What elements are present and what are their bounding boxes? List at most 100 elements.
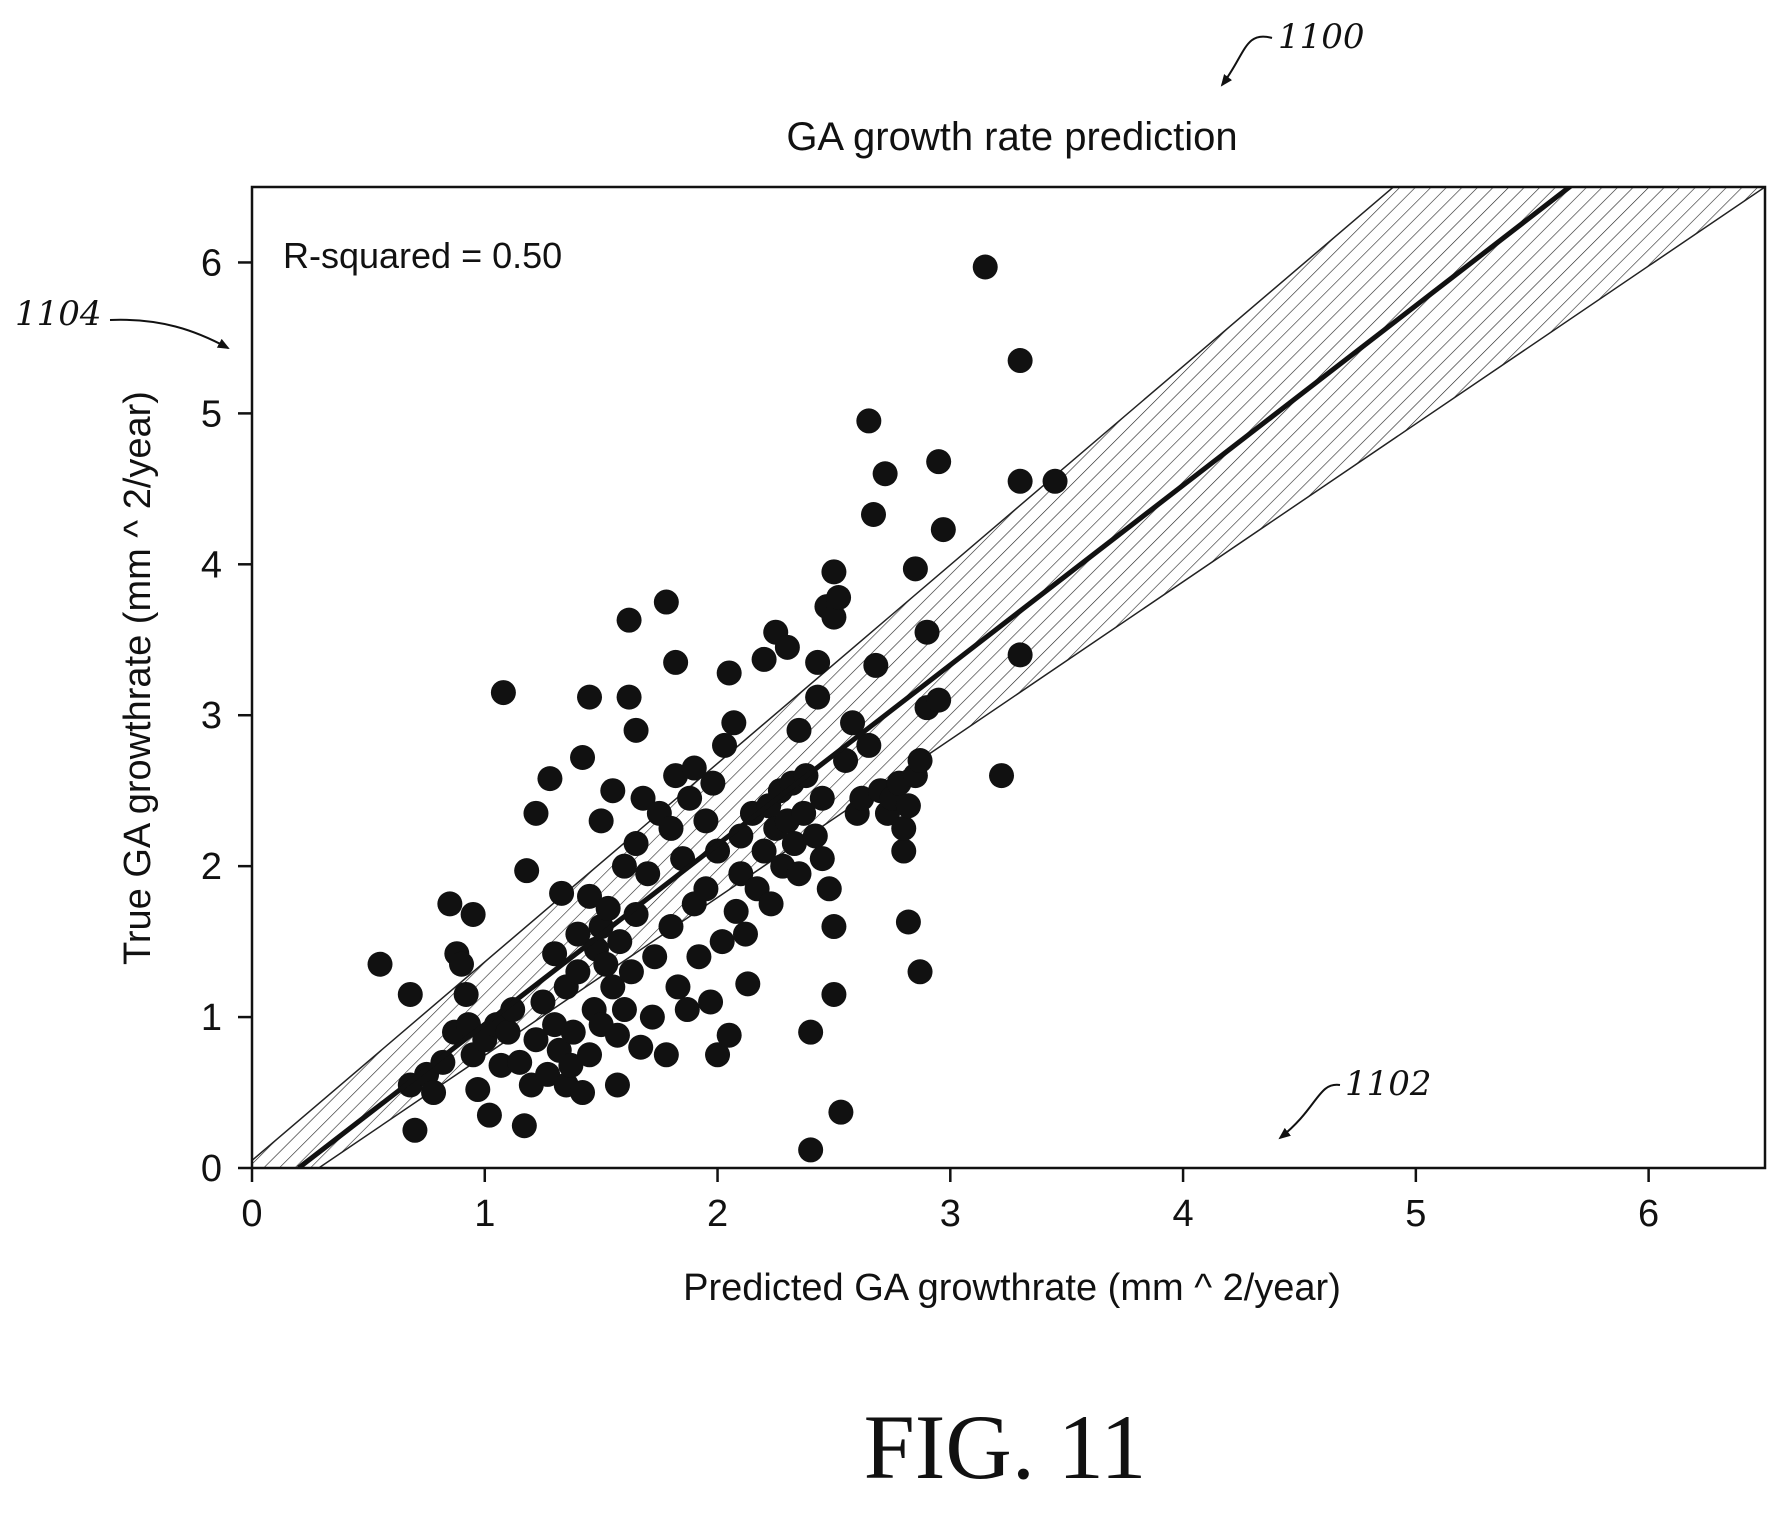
scatter-point [802, 823, 828, 849]
regression-line [297, 187, 1574, 1168]
scatter-point [577, 883, 603, 909]
scatter-point [891, 838, 917, 864]
y-axis-ticks: 0 1 2 3 4 5 6 [201, 242, 252, 1190]
scatter-point [735, 971, 761, 997]
scatter-point [751, 838, 777, 864]
scatter-point [535, 1061, 561, 1087]
scatter-point [577, 684, 603, 710]
scatter-point [616, 684, 642, 710]
x-tick-label: 0 [241, 1193, 262, 1235]
scatter-point [367, 951, 393, 977]
chart-title: GA growth rate prediction [786, 115, 1237, 159]
scatter-point [537, 766, 563, 792]
scatter-point [705, 838, 731, 864]
scatter-point [397, 981, 423, 1007]
scatter-point [623, 831, 649, 857]
scatter-point [798, 1137, 824, 1163]
scatter-point [698, 989, 724, 1015]
scatter-point [821, 914, 847, 940]
scatter-point [600, 974, 626, 1000]
scatter-point [1042, 468, 1068, 494]
plot-area: 0 1 2 3 4 5 6 0 1 2 3 4 5 6 [201, 185, 1767, 1235]
scatter-point [495, 1019, 521, 1045]
scatter-point [821, 559, 847, 585]
scatter-point [514, 858, 540, 884]
scatter-point [653, 589, 679, 615]
scatter-point [465, 1077, 491, 1103]
y-tick-label: 2 [201, 846, 222, 888]
scatter-point [972, 254, 998, 280]
scatter-point [840, 710, 866, 736]
scatter-point [895, 793, 921, 819]
scatter-point [658, 815, 684, 841]
scatter-point [658, 914, 684, 940]
scatter-point [595, 895, 621, 921]
y-tick-label: 5 [201, 393, 222, 435]
ref-label-main: 1100 [1278, 17, 1365, 57]
scatter-point [511, 1113, 537, 1139]
plot-frame [250, 185, 1767, 1170]
scatter-point [791, 800, 817, 826]
reference-numeral-1104: 1104 [15, 294, 230, 349]
scatter-point [863, 652, 889, 678]
scatter-point [630, 785, 656, 811]
scatter-point [616, 607, 642, 633]
scatter-point [500, 997, 526, 1023]
scatter-point [421, 1080, 447, 1106]
scatter-point [618, 959, 644, 985]
figure-caption: FIG. 11 [864, 1396, 1147, 1498]
scatter-point [805, 649, 831, 675]
scatter-point [809, 846, 835, 872]
y-tick-label: 3 [201, 695, 222, 737]
scatter-point [721, 710, 747, 736]
scatter-point [402, 1117, 428, 1143]
scatter-point [623, 901, 649, 927]
scatter-point [860, 502, 886, 528]
scatter-point [1007, 348, 1033, 374]
scatter-point [693, 808, 719, 834]
ref-label-line: 1102 [1345, 1064, 1432, 1104]
scatter-point [716, 1022, 742, 1048]
scatter-point [588, 808, 614, 834]
scatter-point [805, 684, 831, 710]
x-tick-label: 2 [707, 1193, 728, 1235]
scatter-point [758, 891, 784, 917]
scatter-point [593, 951, 619, 977]
scatter-point [1007, 642, 1033, 668]
scatter-point [530, 989, 556, 1015]
scatter-point [705, 1042, 731, 1068]
scatter-point [902, 556, 928, 582]
scatter-point [895, 909, 921, 935]
scatter-point [490, 680, 516, 706]
ref-arrow-points [109, 318, 230, 349]
scatter-point [674, 997, 700, 1023]
scatter-point [549, 880, 575, 906]
ref-label-points: 1104 [15, 294, 102, 334]
r-squared-annotation: R-squared = 0.50 [283, 235, 562, 276]
scatter-point [560, 1019, 586, 1045]
scatter-point [653, 1042, 679, 1068]
x-axis-label: Predicted GA growthrate (mm ^ 2/year) [683, 1267, 1341, 1309]
scatter-point [786, 861, 812, 887]
scatter-point [677, 785, 703, 811]
scatter-point [635, 861, 661, 887]
scatter-point [600, 778, 626, 804]
x-axis-ticks: 0 1 2 3 4 5 6 [241, 1168, 1659, 1235]
x-tick-label: 3 [940, 1193, 961, 1235]
scatter-point [712, 732, 738, 758]
scatter-point [700, 770, 726, 796]
scatter-point [930, 517, 956, 543]
scatter-point [565, 921, 591, 947]
scatter-point [681, 755, 707, 781]
scatter-point [523, 800, 549, 826]
scatter-point [460, 901, 486, 927]
scatter-point [577, 1042, 603, 1068]
scatter-point [437, 891, 463, 917]
scatter-point [809, 785, 835, 811]
ref-arrow-main [1220, 35, 1273, 87]
scatter-point [611, 997, 637, 1023]
scatter-point [709, 929, 735, 955]
scatter-point [821, 981, 847, 1007]
scatter-point [642, 944, 668, 970]
